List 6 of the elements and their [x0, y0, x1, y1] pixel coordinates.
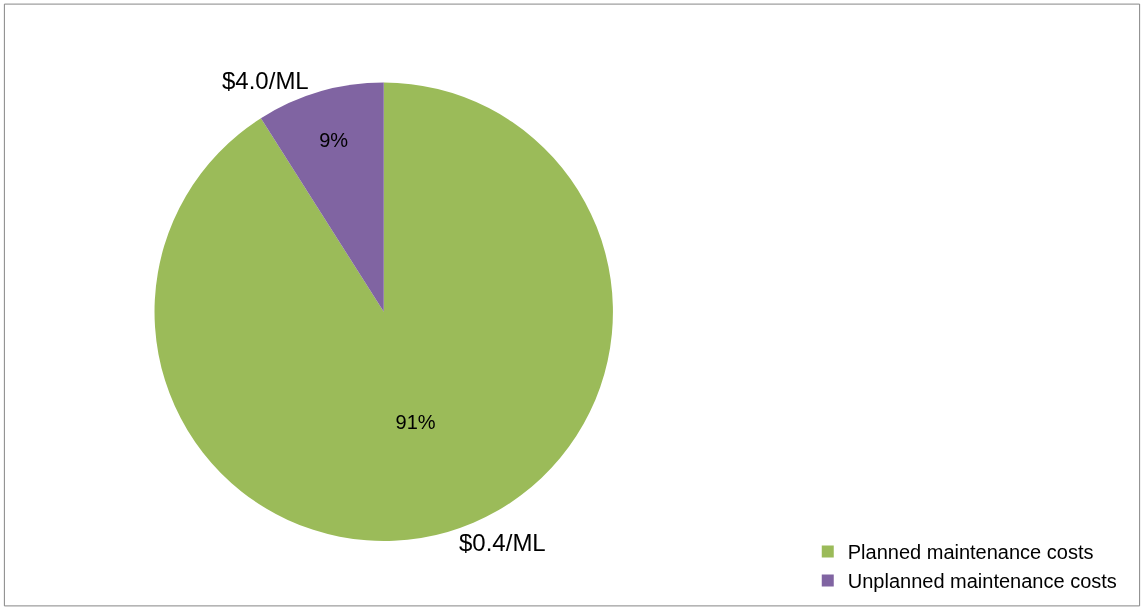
- legend-label: Unplanned maintenance costs: [847, 570, 1117, 593]
- data-label: 9%: [319, 128, 349, 151]
- text: $0.4/ML: [459, 529, 546, 556]
- legend-label: Planned maintenance costs: [847, 541, 1094, 564]
- data-label: 91%: [395, 410, 436, 433]
- text: $4.0/ML: [222, 67, 309, 94]
